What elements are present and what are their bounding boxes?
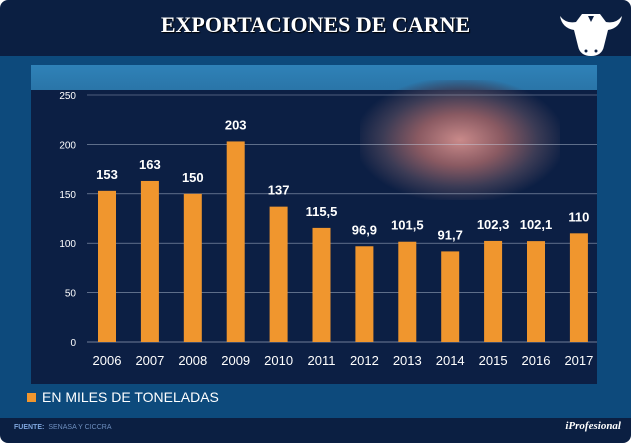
bar (226, 141, 245, 342)
x-tick-label: 2015 (479, 353, 508, 368)
bar (140, 180, 159, 342)
source-text: SENASA Y CICCRA (48, 424, 112, 431)
value-label: 137 (268, 183, 290, 198)
x-tick-label: 2009 (221, 353, 250, 368)
bar (569, 233, 588, 342)
bar (355, 246, 374, 342)
x-tick-label: 2013 (393, 353, 422, 368)
bar (441, 251, 460, 342)
y-tick-label: 150 (59, 190, 76, 201)
value-label: 91,7 (438, 227, 463, 242)
bar (98, 190, 116, 342)
legend-swatch (27, 392, 36, 402)
x-tick-label: 2007 (135, 353, 164, 368)
x-tick-label: 2010 (264, 353, 293, 368)
cow-icon (560, 14, 622, 56)
value-label: 203 (225, 117, 247, 132)
x-tick-label: 2017 (564, 353, 593, 368)
header: EXPORTACIONES DE CARNE (0, 0, 631, 56)
chart-title: EXPORTACIONES DE CARNE (160, 12, 471, 37)
source-label: FUENTE: (14, 424, 45, 431)
legend: EN MILES DE TONELADAS (27, 389, 219, 405)
brand-logo: iProfesional (565, 420, 621, 432)
y-tick-label: 0 (70, 338, 76, 349)
x-tick-label: 2011 (308, 353, 336, 368)
y-tick-label: 50 (65, 289, 77, 300)
value-label: 163 (139, 157, 161, 172)
y-tick-label: 200 (59, 140, 76, 151)
y-tick-label: 100 (59, 239, 76, 250)
legend-label: EN MILES DE TONELADAS (42, 389, 219, 405)
x-tick-label: 2012 (350, 353, 379, 368)
source-note: FUENTE: SENASA Y CICCRA (14, 424, 112, 431)
value-label: 96,9 (352, 222, 377, 237)
value-label: 110 (568, 209, 589, 224)
x-tick-label: 2016 (522, 353, 551, 368)
y-tick-label: 250 (59, 91, 76, 102)
bar (269, 206, 288, 342)
value-label: 101,5 (391, 218, 424, 233)
value-label: 150 (182, 170, 204, 185)
value-label: 115,5 (306, 204, 338, 219)
value-label: 102,3 (477, 217, 510, 232)
x-tick-label: 2006 (93, 353, 122, 368)
x-tick-label: 2008 (178, 353, 207, 368)
x-tick-label: 2014 (436, 353, 465, 368)
value-label: 102,1 (520, 217, 553, 232)
bar (527, 241, 545, 342)
bar (484, 240, 503, 342)
bar (183, 193, 202, 342)
bar (312, 227, 331, 342)
supermarket-photo (360, 80, 560, 200)
value-label: 153 (96, 167, 118, 182)
bar (398, 241, 417, 342)
